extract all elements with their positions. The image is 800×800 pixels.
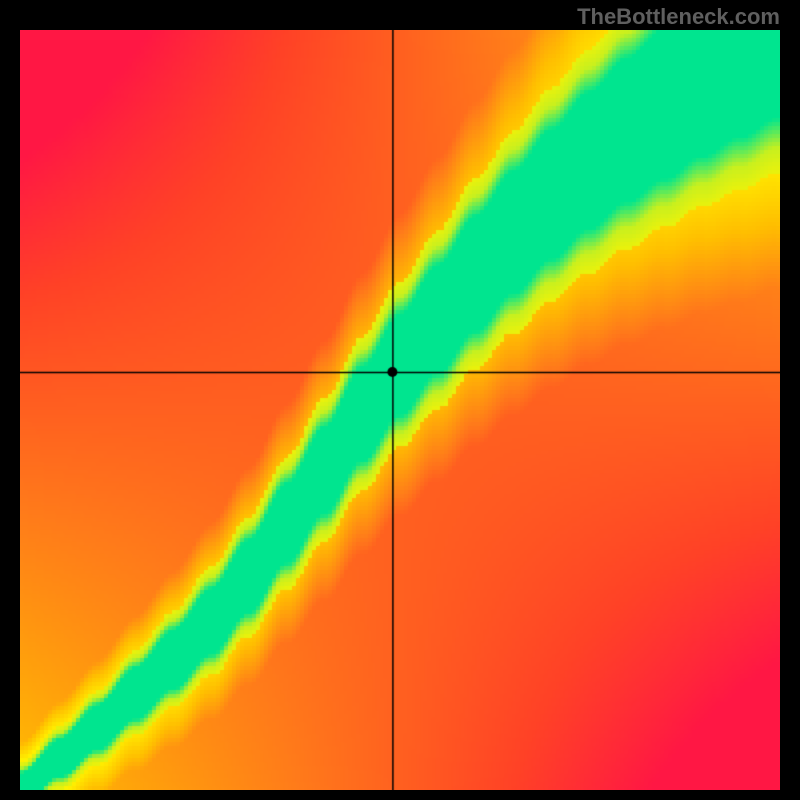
watermark-text: TheBottleneck.com <box>577 4 780 30</box>
bottleneck-heatmap <box>20 30 780 790</box>
chart-container: TheBottleneck.com <box>0 0 800 800</box>
